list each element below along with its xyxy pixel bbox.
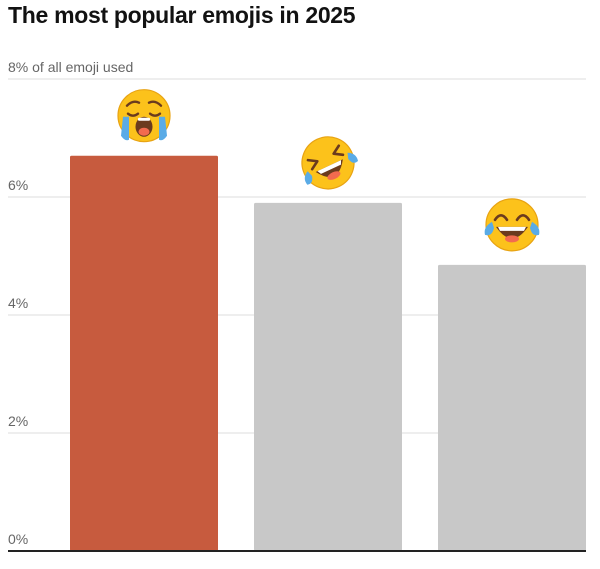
bar-face-with-tears-of-joy <box>438 264 586 551</box>
y-tick-label: 8% of all emoji used <box>8 59 133 75</box>
rolling-on-the-floor-laughing-icon <box>301 136 359 190</box>
bars <box>70 155 586 551</box>
y-tick-label: 6% <box>8 177 28 193</box>
y-tick-label: 2% <box>8 413 28 429</box>
loudly-crying-face-icon <box>117 89 171 143</box>
chart-title: The most popular emojis in 2025 <box>8 2 356 28</box>
bar-loudly-crying-face <box>70 155 218 551</box>
emoji-markers <box>117 89 540 252</box>
bar-rolling-on-the-floor-laughing <box>254 202 402 551</box>
y-tick-label: 4% <box>8 295 28 311</box>
y-tick-labels: 0% 2% 4% 6% 8% of all emoji used <box>8 59 133 547</box>
face-with-tears-of-joy-icon <box>484 198 540 252</box>
y-tick-label: 0% <box>8 531 28 547</box>
